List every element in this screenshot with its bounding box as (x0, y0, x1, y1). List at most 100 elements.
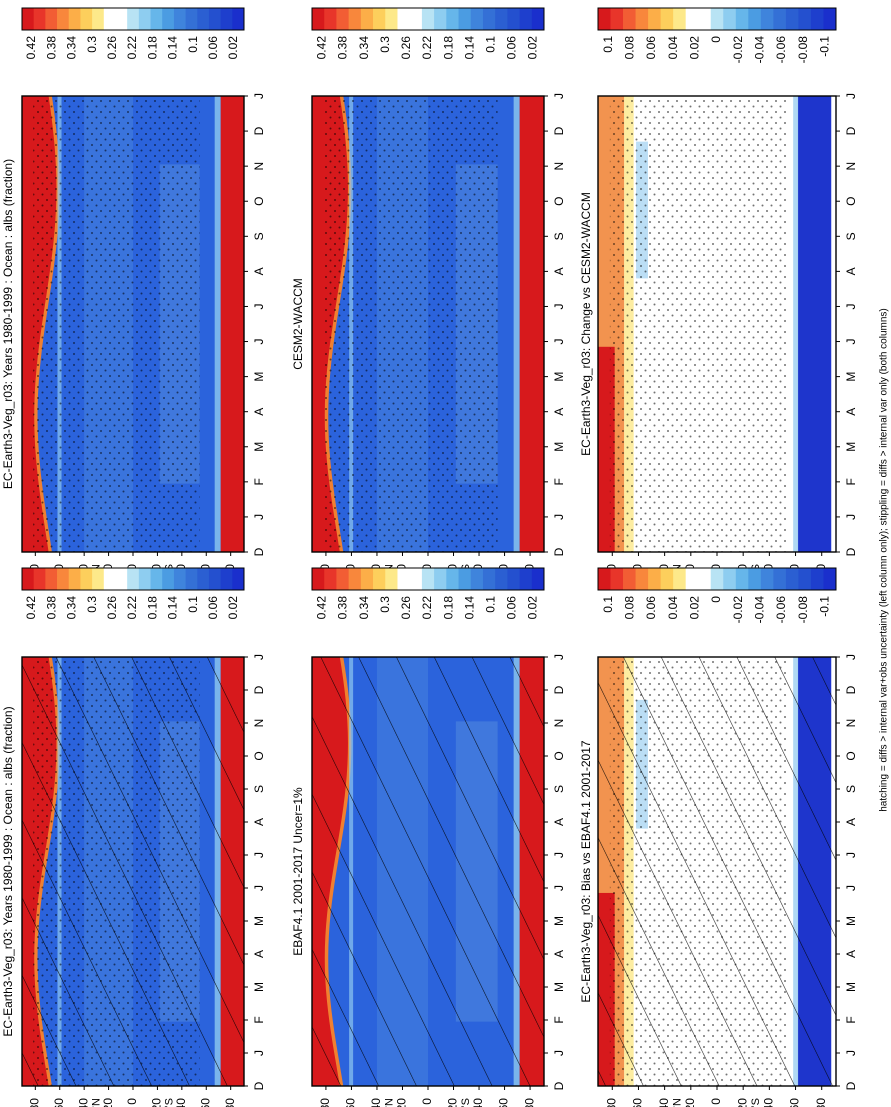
colorbar-swatch (507, 8, 520, 30)
colorbar-swatch (45, 8, 58, 30)
colorbar-tick-label: -0.04 (752, 596, 766, 624)
colorbar-swatch (482, 568, 496, 590)
colorbar-swatch (623, 8, 636, 30)
month-tick-label: D (844, 685, 858, 694)
colorbar-swatch (208, 568, 222, 590)
colorbar-swatch (220, 8, 233, 30)
month-tick-label: J (252, 339, 266, 345)
month-tick-label: J (252, 852, 266, 858)
colorbar-tick-label: -0.08 (796, 596, 810, 624)
colorbar-swatch (324, 8, 337, 30)
colorbar-tick-label: -0.1 (817, 596, 831, 617)
colorbar-swatch (773, 8, 787, 30)
lat-tick-label: 60 (497, 1098, 511, 1107)
month-tick-label: J (844, 852, 858, 858)
colorbar-swatch (127, 8, 140, 30)
colorbar-tick-label: 0.06 (644, 596, 658, 620)
lat-tick-label: 20 (446, 1098, 460, 1107)
colorbar-swatch (312, 8, 325, 30)
colorbar-swatch (312, 568, 325, 590)
colorbar-swatch (798, 8, 812, 30)
colorbar-tick-label: 0.34 (357, 36, 371, 60)
colorbar-swatch (660, 8, 674, 30)
lat-tick-label: 80 (604, 1098, 618, 1107)
month-tick-label: J (252, 654, 266, 660)
panel-title: EC-Earth3-Veg_r03: Years 1980-1999 : Oce… (1, 159, 15, 489)
month-tick-label: S (552, 785, 566, 793)
colorbar-swatch (673, 8, 687, 30)
lat-tick-label: 40 (762, 1098, 776, 1107)
month-tick-label: J (552, 339, 566, 345)
lat-tick-label: 40 (76, 1098, 90, 1107)
colorbar-swatch (360, 568, 374, 590)
colorbar-swatch (698, 8, 712, 30)
colorbar-swatch (173, 8, 186, 30)
panel-6: EC-Earth3-Veg_r03: Change vs CESM2-WACCM… (579, 93, 858, 577)
colorbar-swatch (421, 8, 435, 30)
colorbar-tick-label: 0.42 (315, 36, 329, 60)
colorbar-swatch (823, 8, 837, 30)
colorbar-swatch (648, 568, 662, 590)
colorbar-swatch (519, 8, 533, 30)
colorbar-swatch (385, 568, 398, 590)
panel-3: EBAF4.1 2001-2017 Uncer=1% 80 60 40 20 0 20 40 6… (291, 654, 566, 1107)
colorbar-tick-label: 0.1 (484, 596, 498, 613)
month-tick-label: A (844, 267, 858, 275)
month-tick-label: A (252, 950, 266, 958)
colorbar-swatch (220, 568, 233, 590)
colorbar-tick-label: 0.38 (44, 596, 58, 620)
lat-tick-label: 0 (709, 564, 723, 571)
colorbar-swatch (127, 568, 140, 590)
month-tick-label: D (252, 1081, 266, 1090)
month-tick-label: N (552, 162, 566, 171)
colorbar-swatch (635, 8, 649, 30)
colorbar-swatch (434, 8, 447, 30)
colorbar-swatch (324, 568, 337, 590)
colorbar-tick-label: 0.14 (166, 36, 180, 60)
colorbar-swatch (336, 8, 350, 30)
month-tick-label: M (252, 372, 266, 382)
colorbar-swatch (660, 568, 674, 590)
colorbar-swatch (434, 568, 447, 590)
colorbar-swatch (115, 8, 128, 30)
month-tick-label: F (552, 478, 566, 485)
colorbar-swatch (197, 8, 210, 30)
colorbar-swatch (735, 568, 749, 590)
month-tick-label: S (844, 232, 858, 240)
colorbar-swatch (92, 8, 105, 30)
lat-tick-label: 80 (522, 1098, 536, 1107)
colorbar-swatch (710, 8, 724, 30)
colorbar-tick-label: 0.1 (601, 596, 615, 613)
colorbar-swatch (446, 8, 459, 30)
month-tick-label: J (252, 514, 266, 520)
colorbar-swatch (57, 568, 70, 590)
colorbar-swatch (458, 8, 472, 30)
colorbar-tick-label: 0.14 (462, 596, 476, 620)
lat-tick-label: 20 (683, 1098, 697, 1107)
colorbar-swatch (103, 8, 116, 30)
month-tick-label: J (844, 654, 858, 660)
colorbar-tick-label: 0.38 (44, 36, 58, 60)
month-tick-label: S (844, 785, 858, 793)
colorbar-swatch (470, 8, 484, 30)
colorbar-tick-label: 0.1 (186, 596, 200, 613)
colorbar-swatch (673, 568, 687, 590)
colorbar-swatch (138, 8, 151, 30)
colorbar-tick-label: 0.42 (24, 596, 38, 620)
lat-tick-label: 80 (27, 1098, 41, 1107)
month-tick-label: M (552, 916, 566, 926)
colorbar-tick-label: 0.3 (378, 596, 392, 613)
colorbar-tick-label: 0 (709, 36, 723, 43)
colorbar-swatch (723, 8, 737, 30)
lat-tick-label: 60 (788, 1098, 802, 1107)
month-tick-label: M (844, 916, 858, 926)
colorbar-swatch (798, 568, 812, 590)
colorbar-swatch (162, 568, 175, 590)
figure-footnote: hatching = diffs > internal var+obs unce… (879, 308, 890, 812)
colorbar-swatch (531, 8, 545, 30)
month-tick-label: M (252, 982, 266, 992)
month-tick-label: J (552, 514, 566, 520)
month-tick-label: O (552, 197, 566, 206)
month-tick-label: J (552, 1050, 566, 1056)
